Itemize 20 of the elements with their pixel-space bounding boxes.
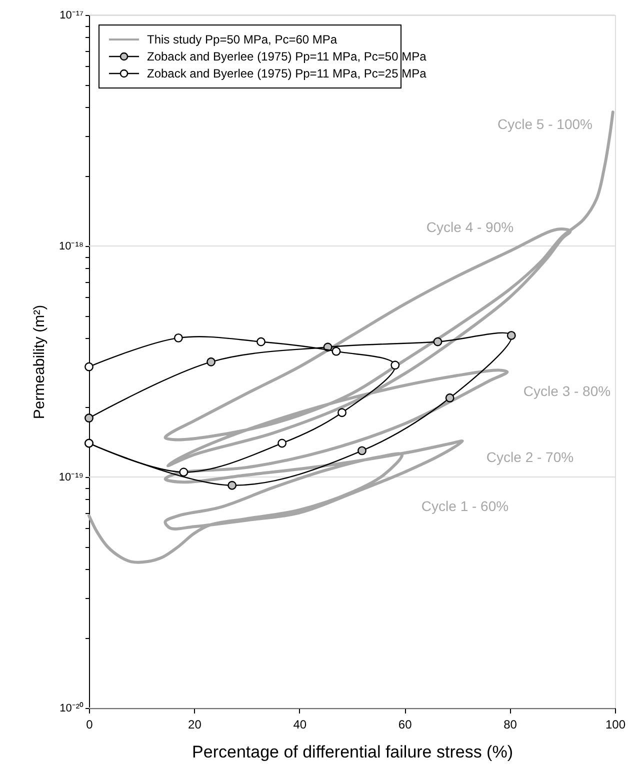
annotation: Cycle 4 - 90%	[426, 219, 514, 235]
annotation: Cycle 1 - 60%	[421, 498, 509, 514]
y-axis-title: Permeability (m²)	[30, 304, 48, 420]
legend-label: Zoback and Byerlee (1975) Pp=11 MPa, Pc=50 MPa	[147, 50, 427, 64]
legend-label: Zoback and Byerlee (1975) Pp=11 MPa, Pc=25 MPa	[147, 66, 427, 80]
y-tick-label: 10⁻¹⁸	[58, 240, 84, 252]
legend-label: This study Pp=50 MPa, Pc=60 MPa	[147, 32, 338, 46]
x-axis-title: Percentage of differential failure stress (%)	[192, 742, 513, 762]
x-tick-label: 0	[86, 718, 94, 732]
y-tick-label: 10⁻¹⁹	[58, 472, 84, 484]
x-tick-label: 40	[293, 718, 307, 732]
y-tick-label: 10⁻²⁰	[60, 702, 84, 714]
x-tick-label: 60	[398, 718, 412, 732]
x-tick-label: 80	[504, 718, 518, 732]
annotation: Cycle 2 - 70%	[486, 449, 574, 465]
y-tick-label: 10⁻¹⁷	[60, 10, 84, 22]
annotation: Cycle 5 - 100%	[498, 116, 592, 132]
x-tick-label: 20	[188, 718, 202, 732]
x-tick-label: 100	[605, 718, 626, 732]
annotation: Cycle 3 - 80%	[523, 383, 611, 399]
